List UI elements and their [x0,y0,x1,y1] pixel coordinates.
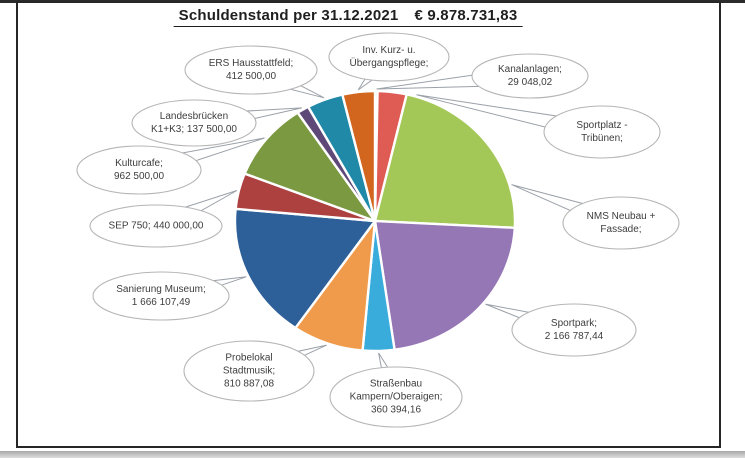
chart-title-text: Schuldenstand per 31.12.2021 [178,7,399,24]
pie-slice-sportpark [373,219,517,351]
callout-bubble-strassenbau [329,366,463,428]
callout-bubble-sep750 [89,204,223,248]
callout-bubble-probelokal [183,340,315,402]
callout-bubble-kanalanlagen [471,53,589,99]
pie-slice-nms [373,93,517,230]
callout-bubble-sportpark [511,303,637,357]
pie-slice-museum [233,207,377,330]
pie-slice-invkurz [341,89,377,223]
callout-bubble-sportplatz [543,105,661,159]
callout-bubble-ers [184,45,318,95]
callout-bubble-museum [92,271,230,321]
chart-border-frame [16,1,721,448]
callout-bubble-invkurz [328,32,450,82]
callout-bubble-landesbruecken [131,99,257,147]
pie-slice-kulturcafe [243,111,377,223]
callout-bubble-kulturcafe [76,145,202,195]
chart-title: Schuldenstand per 31.12.2021 € 9.878.731,… [173,7,523,27]
callout-bubble-nms [562,196,680,250]
chart-title-amount: € 9.878.731,83 [414,7,518,24]
scan-edge-shadow [0,451,745,458]
